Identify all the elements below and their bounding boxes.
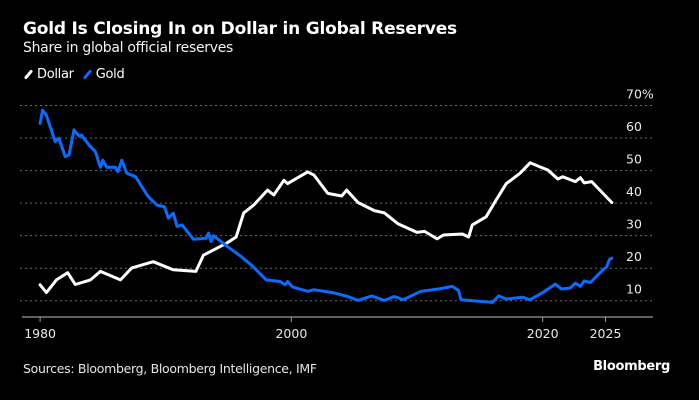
- y-tick-label-30: 30: [626, 217, 642, 232]
- chart-title: Gold Is Closing In on Dollar in Global R…: [23, 19, 457, 39]
- legend: Dollar Gold: [23, 67, 132, 82]
- x-tick-label-2020: 2020: [527, 326, 559, 341]
- y-tick-label-50: 50: [626, 152, 642, 167]
- y-tick-label-20: 20: [626, 249, 642, 264]
- y-tick-label-40: 40: [626, 184, 642, 199]
- series-line-gold: [38, 108, 614, 304]
- chart-subtitle: Share in global official reserves: [23, 40, 234, 56]
- x-tick-label-1980: 1980: [24, 326, 56, 341]
- legend-item-dollar: Dollar: [23, 67, 74, 82]
- series-line-dollar: [38, 161, 614, 295]
- x-tick-label-2025: 2025: [590, 326, 622, 341]
- legend-label-gold: Gold: [95, 67, 125, 82]
- y-tick-label-60: 60: [626, 119, 642, 134]
- x-tick-label-2000: 2000: [275, 326, 307, 341]
- legend-label-dollar: Dollar: [37, 67, 74, 82]
- y-tick-label-10: 10: [626, 282, 642, 297]
- y-tick-label-70: 70%: [626, 87, 654, 102]
- bloomberg-logo: Bloomberg: [593, 359, 670, 374]
- source-note: Sources: Bloomberg, Bloomberg Intelligen…: [23, 361, 317, 376]
- legend-item-gold: Gold: [82, 67, 125, 82]
